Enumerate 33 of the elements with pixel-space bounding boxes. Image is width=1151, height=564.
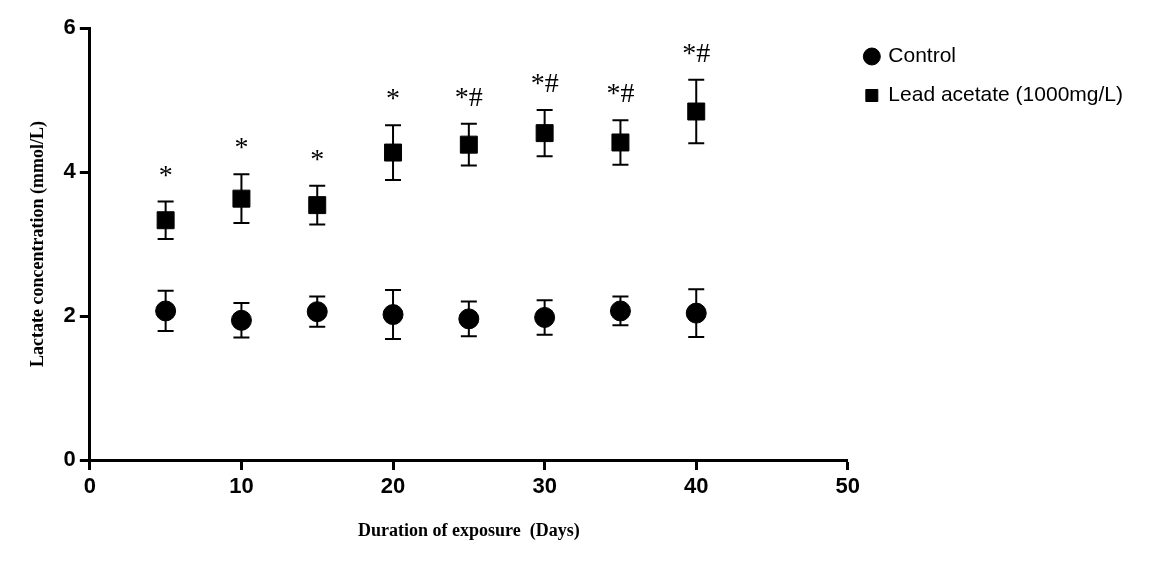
annotation: *	[386, 82, 401, 114]
point	[306, 301, 328, 323]
point	[230, 309, 252, 331]
y-tick-label: 6	[63, 14, 76, 40]
y-tick-label: 2	[63, 302, 76, 328]
legend-label: Lead acetate (1000mg/L)	[888, 82, 1124, 106]
annotation: *#	[682, 36, 711, 68]
annotation: *#	[606, 77, 635, 109]
x-axis-title: Duration of exposure (Days)	[358, 519, 580, 541]
x-tick-label: 20	[380, 473, 406, 499]
point	[384, 143, 403, 162]
point	[611, 133, 630, 152]
x-tick-label: 10	[229, 473, 254, 499]
point	[534, 306, 556, 328]
annotation: *#	[530, 67, 559, 99]
x-tick-label: 30	[532, 473, 557, 499]
point	[232, 189, 251, 208]
annotation: *	[310, 142, 325, 174]
annotation: *	[158, 158, 173, 190]
x-tick-label: 40	[684, 473, 709, 499]
y-axis-title: Lactate concentration (mmol/L)	[27, 121, 49, 367]
y-tick-label: 0	[63, 446, 76, 472]
annotation: *	[234, 131, 249, 163]
point	[458, 308, 480, 330]
x-tick-label: 50	[835, 473, 861, 499]
x-tick-label: 0	[83, 473, 96, 499]
point	[609, 300, 631, 322]
annotation: *#	[454, 80, 483, 112]
point	[687, 102, 706, 121]
point	[155, 300, 177, 322]
y-tick-label: 4	[63, 158, 77, 184]
legend-label: Control	[888, 43, 957, 67]
point	[382, 304, 404, 326]
